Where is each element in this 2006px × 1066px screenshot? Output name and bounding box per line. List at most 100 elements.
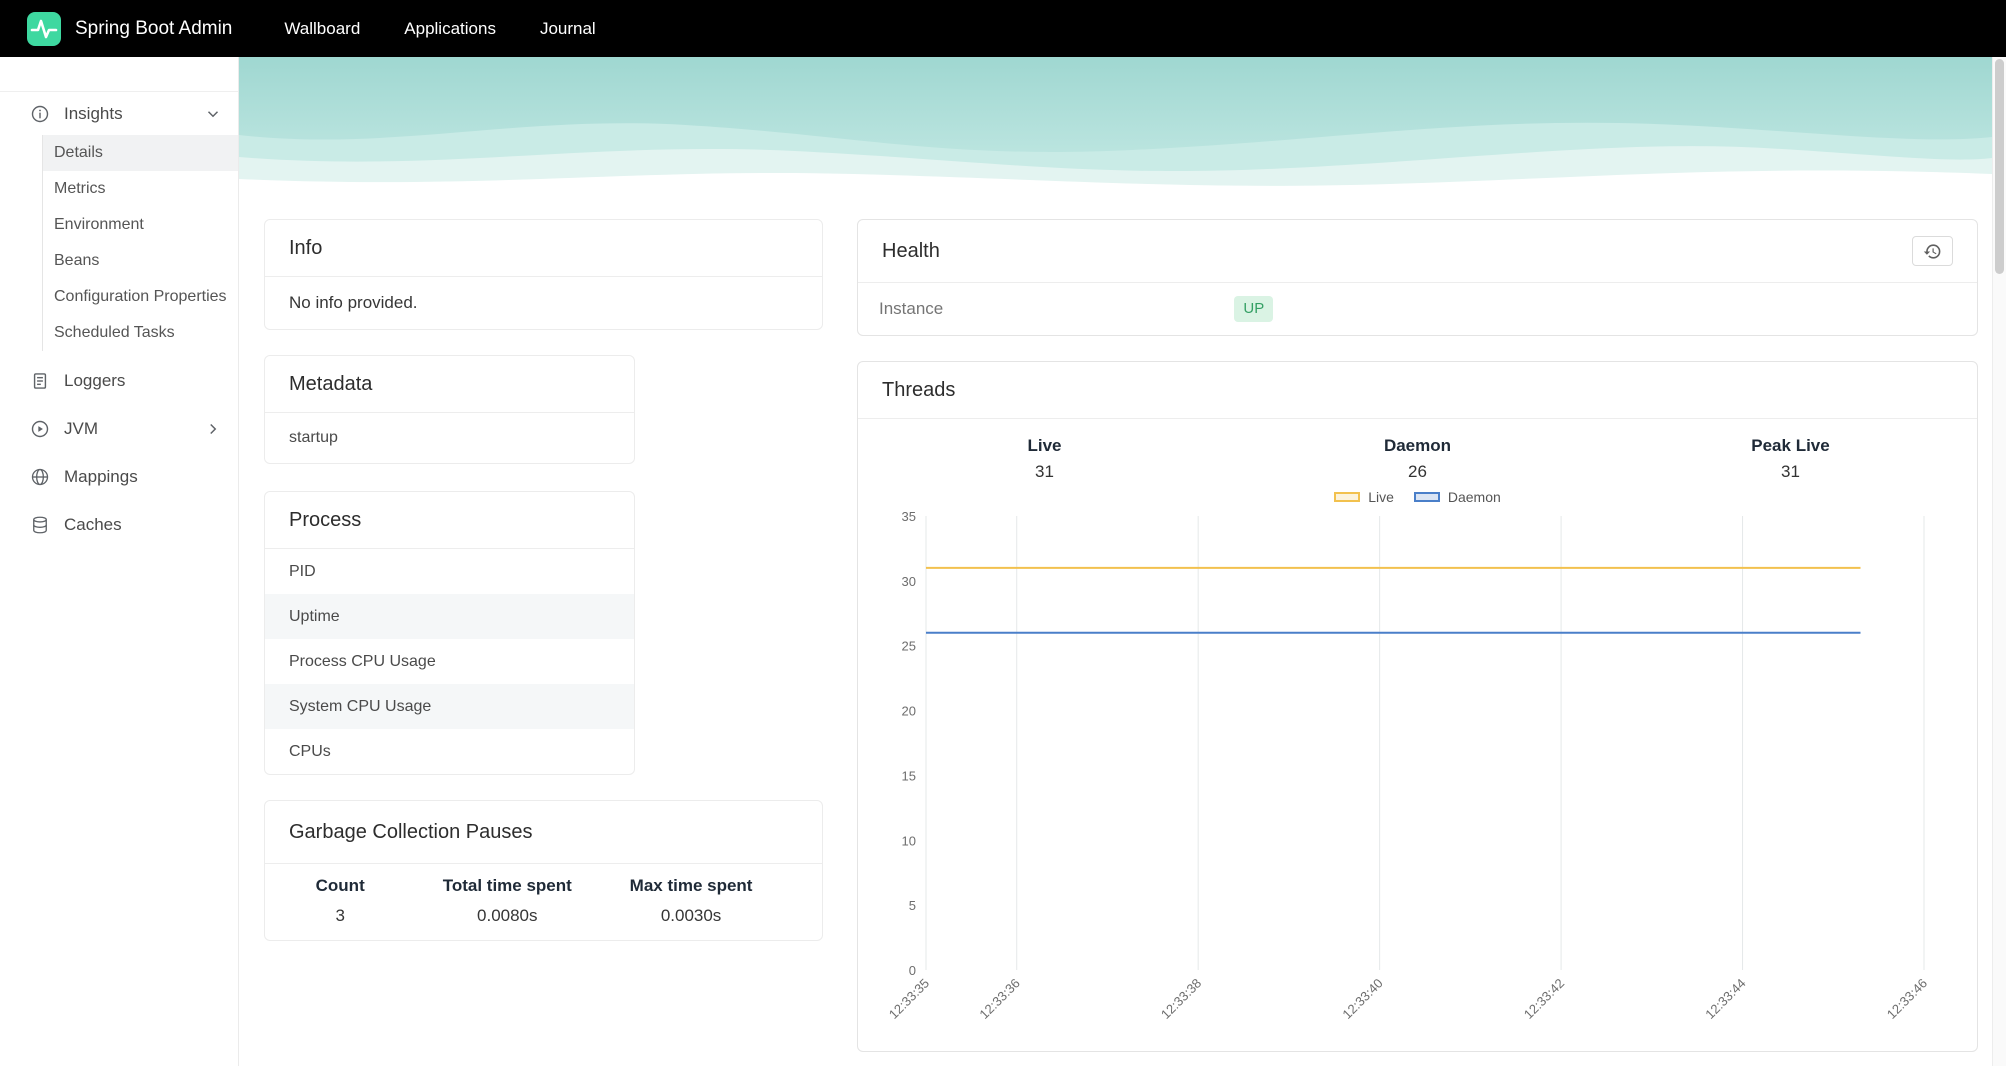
stat-daemon-label: Daemon [1383,436,1452,455]
gc-col-count: Count [315,876,365,895]
sidebar-item-label: JVM [64,419,98,438]
history-icon [1923,243,1941,259]
brand[interactable]: Spring Boot Admin [26,11,232,47]
sidebar-item-details[interactable]: Details [43,135,238,171]
sidebar-item-label: Caches [64,515,122,534]
sidebar-item-caches[interactable]: Caches [0,501,238,549]
chart-y-tick-label: 0 [909,963,916,978]
info-panel: Info No info provided. [264,219,823,330]
globe-icon [30,467,50,487]
sidebar-item-insights[interactable]: Insights [0,91,238,135]
stat-peak-live-value: 31 [1781,462,1800,481]
stat-daemon-value: 26 [1408,462,1427,481]
chart-legend: Live Daemon [858,489,1977,505]
legend-item-live[interactable]: Live [1334,489,1394,505]
chart-y-tick-label: 20 [902,704,916,719]
nav-item-wallboard[interactable]: Wallboard [284,18,361,38]
chart-y-tick-label: 15 [902,768,916,783]
health-panel-title: Health [882,240,940,262]
chevron-down-icon [204,105,222,123]
threads-chart: 12:33:35 12:33:36 12:33:38 12:33:40 12:33:42… [858,504,1977,1051]
document-icon [30,371,50,391]
process-table: PID Uptime Process CPU Usage System CPU … [265,549,634,774]
gc-panel-title: Garbage Collection Pauses [265,801,822,864]
legend-swatch [1413,492,1440,502]
sidebar-item-label: Loggers [64,371,126,390]
chart-x-tick-label: 12:33:42 [1521,976,1567,1022]
sidebar-item-metrics[interactable]: Metrics [54,180,106,197]
legend-item-daemon[interactable]: Daemon [1413,489,1501,505]
legend-label: Daemon [1447,489,1501,505]
health-panel: Health Instance UP [857,219,1978,336]
sidebar-item-loggers[interactable]: Loggers [0,357,238,405]
database-icon [30,515,50,535]
threads-panel-title: Threads [858,362,1977,419]
process-row-system-cpu-usage: System CPU Usage [265,684,634,729]
process-row-pid: PID [289,562,316,580]
stat-live-label: Live [1027,436,1062,455]
top-navbar: Spring Boot Admin Wallboard Applications… [0,0,2006,57]
nav-item-applications[interactable]: Applications [404,18,496,38]
play-circle-icon [30,419,50,439]
sidebar-item-configuration-properties[interactable]: Configuration Properties [54,288,227,305]
sidebar: Insights Details Metrics Environment Bea… [0,57,239,1066]
health-instance-row: Instance UP [858,283,1977,335]
gc-value-count: 3 [335,906,345,925]
stat-peak-live: Peak Live 31 [1604,435,1977,482]
metadata-panel: Metadata startup [264,355,635,464]
info-panel-body: No info provided. [289,293,418,312]
process-panel-title: Process [265,492,634,549]
chart-x-tick-label: 12:33:35 [886,976,932,1022]
sidebar-item-label: Insights [64,103,123,123]
chart-x-tick-label: 12:33:40 [1339,976,1385,1022]
process-panel: Process PID Uptime Process CPU Usage Sys… [264,491,635,775]
threads-chart-svg: 12:33:35 12:33:36 12:33:38 12:33:40 12:33:42… [886,509,1930,1022]
info-panel-title: Info [265,220,822,277]
sidebar-item-environment[interactable]: Environment [54,216,144,233]
main-content: Info No info provided. Metadata startup … [239,57,1992,1066]
chart-x-tick-label: 12:33:36 [976,976,1022,1022]
stat-live: Live 31 [858,435,1231,482]
chart-x-tick-label: 12:33:44 [1702,976,1748,1022]
info-circle-icon [30,104,50,124]
scrollbar[interactable] [1992,57,2006,1066]
gc-value-max-time: 0.0030s [660,906,722,925]
gc-table: Count Total time spent Max time spent 3 … [265,864,822,940]
brand-title: Spring Boot Admin [75,17,233,39]
health-history-button[interactable] [1912,236,1953,266]
chart-y-tick-label: 35 [902,509,916,524]
legend-label: Live [1368,489,1394,505]
process-row-process-cpu-usage: Process CPU Usage [289,652,436,670]
legend-swatch [1334,492,1361,502]
instance-label: Instance [879,299,944,318]
chart-y-tick-label: 25 [902,639,916,654]
chart-y-tick-label: 5 [909,898,916,913]
sidebar-item-beans[interactable]: Beans [54,252,100,269]
chart-y-tick-label: 10 [902,833,916,848]
process-row-cpus: CPUs [289,742,331,760]
process-row-uptime: Uptime [265,594,634,639]
gc-pauses-panel: Garbage Collection Pauses Count Total ti… [264,800,823,941]
thread-stats: Live 31 Daemon 26 Peak Live 31 [858,419,1977,482]
sidebar-item-jvm[interactable]: JVM [0,405,238,453]
chart-x-tick-label: 12:33:46 [1884,976,1930,1022]
stat-peak-live-label: Peak Live [1751,436,1830,455]
gc-value-total-time: 0.0080s [477,906,538,925]
status-badge-up: UP [1234,296,1274,322]
chart-y-tick-label: 30 [902,574,916,589]
nav-item-journal[interactable]: Journal [539,18,596,38]
scrollbar-thumb[interactable] [1995,59,2004,274]
sidebar-item-label: Mappings [64,467,138,486]
chart-x-tick-label: 12:33:38 [1158,976,1204,1022]
hero-wave-banner [239,57,1992,192]
threads-panel: Threads Live 31 Daemon 26 Peak Live 31 [857,361,1978,1052]
sidebar-item-mappings[interactable]: Mappings [0,453,238,501]
spring-boot-admin-logo-icon [27,11,61,46]
stat-daemon: Daemon 26 [1231,435,1604,482]
metadata-row-startup: startup [265,413,634,463]
chevron-right-icon [204,420,222,438]
gc-col-max-time: Max time spent [629,876,753,895]
sidebar-item-scheduled-tasks[interactable]: Scheduled Tasks [54,324,175,341]
insights-subtree: Details Metrics Environment Beans Config… [42,135,238,351]
gc-col-total-time: Total time spent [442,876,572,895]
